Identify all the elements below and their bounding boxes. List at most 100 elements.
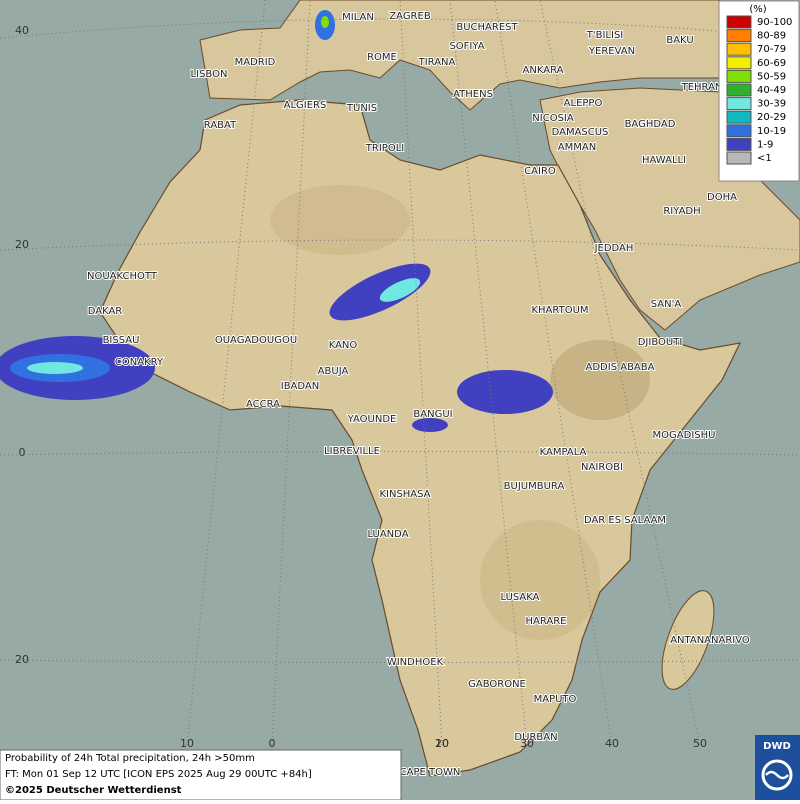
- graticule-line: [494, 0, 613, 746]
- legend-label: 60-69: [757, 58, 786, 69]
- city-label: KAMPALA: [540, 447, 587, 458]
- city-label: TUNIS: [346, 103, 377, 114]
- longitude-label: 0: [269, 737, 276, 750]
- longitude-label: 20: [435, 737, 449, 750]
- graticule-line: [0, 451, 800, 456]
- terrain: [550, 340, 650, 420]
- logo-text: DWD: [763, 741, 791, 752]
- graticule: [0, 0, 800, 746]
- longitude-label: 40: [605, 737, 619, 750]
- city-label: BUCHAREST: [456, 22, 518, 33]
- city-label: BUJUMBURA: [504, 481, 565, 492]
- city-label: CONAKRY: [115, 357, 164, 368]
- city-label: NOUAKCHOTT: [87, 271, 158, 282]
- city-label: DAMASCUS: [552, 127, 609, 138]
- city-label: BANGUI: [413, 409, 452, 420]
- caption-line: FT: Mon 01 Sep 12 UTC [ICON EPS 2025 Aug…: [5, 769, 312, 780]
- graticule-line: [0, 659, 800, 663]
- legend-swatch: [726, 97, 752, 111]
- logo: DWD: [755, 735, 800, 800]
- city-label: BISSAU: [103, 335, 140, 346]
- legend-label: 50-59: [757, 71, 786, 82]
- legend-swatch: [726, 124, 752, 138]
- city-label: YEREVAN: [588, 46, 635, 57]
- city-label: BAKU: [666, 35, 693, 46]
- city-label: MILAN: [342, 12, 374, 23]
- legend-label: 40-49: [757, 85, 786, 96]
- city-label: ALGIERS: [284, 100, 327, 111]
- latitude-label: 40: [15, 24, 29, 37]
- city-label: MADRID: [235, 57, 276, 68]
- city-label: JEDDAH: [594, 243, 634, 254]
- city-label: AMMAN: [558, 142, 596, 153]
- city-label: SOFIYA: [449, 41, 484, 52]
- longitude-label: 10: [180, 737, 194, 750]
- logo-icon: [761, 759, 793, 791]
- city-label: DURBAN: [514, 732, 557, 743]
- city-label: TIRANA: [418, 57, 456, 68]
- legend-swatch: [726, 83, 752, 97]
- precip-area: [27, 362, 83, 374]
- legend-label: 20-29: [757, 112, 786, 123]
- graticule-line: [0, 18, 800, 39]
- graticule-line: [186, 0, 266, 746]
- city-label: RABAT: [204, 120, 237, 131]
- city-label: ABUJA: [318, 366, 349, 377]
- city-label: HAWALLI: [642, 155, 686, 166]
- caption-box: [0, 749, 402, 801]
- city-label: GABORONE: [468, 679, 526, 690]
- graticule-line: [399, 0, 443, 746]
- legend-swatch: [726, 110, 752, 124]
- graticule-line: [0, 239, 800, 251]
- city-label: MOGADISHU: [653, 430, 716, 441]
- legend-title: (%): [749, 4, 766, 15]
- longitude-label: 30: [520, 737, 534, 750]
- city-label: ADDIS ABABA: [586, 362, 655, 373]
- city-label: OUAGADOUGOU: [215, 335, 297, 346]
- city-label: TRIPOLI: [365, 143, 404, 154]
- longitude-label: 10: [435, 737, 449, 750]
- city-label: KINSHASA: [379, 489, 430, 500]
- precipitation: [0, 10, 553, 432]
- city-label: LUSAKA: [501, 592, 540, 603]
- graticule-line: [539, 0, 701, 746]
- precip-area: [412, 418, 448, 432]
- copyright: ©2025 Deutscher Wetterdienst: [5, 785, 182, 796]
- legend-swatch: [726, 151, 752, 165]
- city-label: HARARE: [525, 616, 566, 627]
- city-label: NAIROBI: [581, 462, 623, 473]
- city-label: CAPE TOWN: [400, 767, 461, 778]
- city-label: ZAGREB: [389, 11, 431, 22]
- legend-label: 10-19: [757, 126, 786, 137]
- city-label: YAOUNDE: [347, 414, 397, 425]
- terrain: [270, 185, 410, 255]
- city-label: RIYADH: [663, 206, 700, 217]
- legend-label: 70-79: [757, 44, 786, 55]
- legend-label: 30-39: [757, 99, 786, 110]
- city-label: DJIBOUTI: [638, 337, 683, 348]
- city-label: LISBON: [191, 69, 228, 80]
- legend-swatch: [726, 42, 752, 56]
- legend-label: <1: [757, 153, 772, 164]
- graticule-line: [271, 0, 311, 746]
- city-label: ANKARA: [523, 65, 564, 76]
- precip-area: [321, 16, 329, 28]
- city-label: ANTANANARIVO: [670, 635, 750, 646]
- city-label: ATHENS: [453, 89, 493, 100]
- precip-area: [379, 278, 421, 302]
- city-label: ACCRA: [246, 399, 280, 410]
- legend-label: 1-9: [757, 139, 773, 150]
- city-label: LUANDA: [367, 529, 408, 540]
- city-label: WINDHOEK: [387, 657, 444, 668]
- city-label: IBADAN: [281, 381, 320, 392]
- legend-swatch: [726, 69, 752, 83]
- legend-label: 80-89: [757, 31, 786, 42]
- legend-swatch: [726, 137, 752, 151]
- labels: MILAN ZAGREB BUCHAREST T'BILISI BAKU YEREVAN R…: [15, 10, 751, 779]
- logo-icon: [765, 770, 789, 780]
- legend-swatch: [726, 56, 752, 70]
- city-label: MAPUTO: [534, 694, 577, 705]
- city-label: ROME: [367, 52, 397, 63]
- city-label: CAIRO: [524, 166, 556, 177]
